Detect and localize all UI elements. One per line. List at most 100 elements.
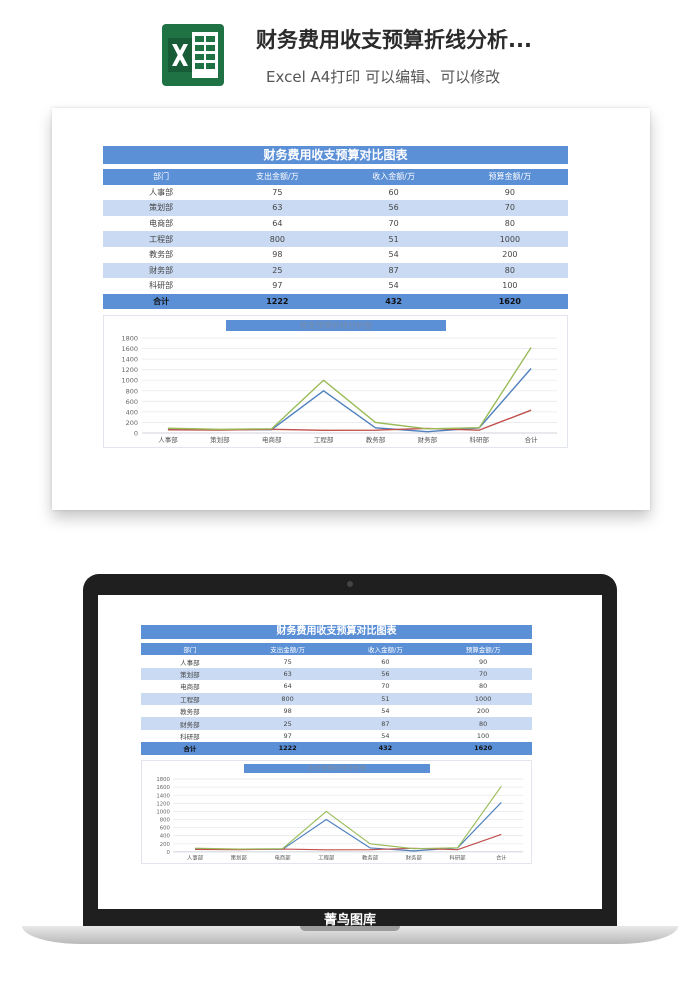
y-tick-label: 1400 [156, 793, 170, 799]
table-cell: 51 [335, 231, 452, 247]
watermark: 菁鸟图库 [323, 913, 376, 928]
table-cell: 90 [434, 655, 532, 668]
table-cell: 97 [238, 729, 337, 743]
series-line-2 [167, 347, 532, 431]
table-cell: 64 [238, 680, 337, 693]
series-line-2 [195, 785, 502, 850]
table-cell: 63 [238, 667, 337, 681]
table-cell: 97 [219, 278, 336, 294]
table-cell: 支出金额/万 [219, 169, 336, 185]
table-cell: 1620 [451, 293, 568, 310]
table-cell: 1620 [434, 742, 532, 755]
table-cell: 收入金额/万 [336, 643, 435, 656]
y-tick-label: 1400 [121, 356, 138, 364]
table-cell: 56 [336, 667, 435, 681]
x-tick-label: 教务部 [362, 853, 379, 861]
chart-svg: 0 200 400 600 800 1000 1200 1400 1600 1800 人事部 策划部 电… [121, 335, 557, 444]
y-tick-label: 600 [126, 398, 138, 406]
table-cell: 科研部 [103, 278, 220, 294]
table-cell: 部门 [141, 643, 239, 656]
table-cell: 98 [238, 704, 337, 718]
table-cell: 70 [434, 667, 532, 681]
table-row: 人事部 75 60 90 [103, 184, 568, 201]
series-line-1 [167, 409, 532, 432]
table-cell: 98 [219, 246, 336, 263]
table-row: 科研部 97 54 100 [103, 278, 568, 294]
table-cell: 87 [336, 717, 435, 730]
y-tick-label: 200 [160, 841, 171, 847]
table-cell: 54 [336, 704, 435, 718]
y-tick-label: 200 [126, 419, 138, 427]
table-cell: 100 [434, 729, 532, 743]
table-row: 教务部 98 54 200 [103, 246, 568, 263]
table-cell: 800 [238, 692, 337, 705]
table-cell: 80 [434, 680, 532, 693]
y-tick-label: 400 [126, 409, 138, 417]
table-row: 工程部 800 51 1000 [141, 692, 532, 705]
table-cell: 教务部 [103, 246, 220, 263]
table-row: 电商部 64 70 80 [141, 680, 532, 693]
x-tick-label: 人事部 [158, 435, 178, 444]
table-cell: 60 [336, 655, 435, 668]
table-cell: 200 [451, 246, 568, 263]
table-cell: 80 [434, 717, 532, 730]
table-cell: 200 [434, 704, 532, 718]
table-row: 策划部 63 56 70 [103, 200, 568, 216]
y-tick-label: 400 [160, 833, 171, 839]
table-cell: 25 [219, 262, 336, 279]
laptop-base [22, 926, 678, 944]
y-tick-label: 1600 [156, 785, 170, 791]
line-chart: 收支预算折线分析图 0 200 400 600 800 1000 1200 1400 1600 1… [103, 315, 568, 449]
y-tick-label: 1000 [121, 377, 138, 385]
table-row: 工程部 800 51 1000 [103, 231, 568, 247]
y-tick-label: 800 [126, 388, 138, 396]
table-cell: 1222 [219, 293, 336, 310]
table-cell: 75 [219, 184, 336, 201]
table-cell: 25 [238, 717, 337, 730]
table-cell: 收入金额/万 [335, 169, 452, 185]
page-title: 财务费用收支预算折线分析... [256, 28, 532, 52]
table-row: 教务部 98 54 200 [141, 704, 532, 718]
table-cell: 60 [335, 184, 452, 201]
table-total-row: 合计 1222 432 1620 [103, 293, 568, 310]
table-title: 财务费用收支预算对比图表 [103, 146, 568, 164]
x-tick-label: 电商部 [275, 853, 292, 861]
table-cell: 预算金额/万 [451, 169, 568, 185]
line-chart: 收支预算折线分析图 0 200 400 600 800 1000 1200 1400 1600 1… [141, 759, 532, 864]
y-tick-label: 800 [160, 817, 171, 823]
y-tick-label: 1800 [156, 777, 170, 783]
x-tick-label: 合计 [525, 435, 539, 444]
x-tick-label: 财务部 [418, 435, 438, 444]
excel-icon [162, 24, 224, 86]
x-tick-label: 科研部 [469, 435, 489, 444]
table-cell: 预算金额/万 [434, 643, 532, 656]
table-row: 财务部 25 87 80 [103, 262, 568, 279]
table-cell: 部门 [103, 169, 220, 185]
y-tick-label: 1000 [156, 809, 170, 815]
table-cell: 70 [335, 215, 452, 232]
x-tick-label: 人事部 [187, 853, 204, 861]
table-cell: 财务部 [141, 717, 239, 730]
table-cell: 工程部 [103, 231, 220, 247]
budget-table: 部门 支出金额/万 收入金额/万 预算金额/万 人事部 75 60 90 策划部 63 56 70 电商… [141, 643, 532, 755]
chart-title: 收支预算折线分析图 [244, 763, 430, 773]
table-cell: 合计 [141, 742, 239, 755]
table-row: 财务部 25 87 80 [141, 717, 532, 730]
table-cell: 54 [335, 246, 452, 263]
table-cell: 1222 [238, 742, 337, 755]
table-cell: 1000 [451, 231, 568, 247]
table-cell: 75 [238, 655, 337, 668]
table-cell: 教务部 [141, 704, 239, 718]
x-tick-label: 财务部 [406, 853, 423, 861]
table-cell: 电商部 [141, 680, 239, 693]
table-cell: 合计 [103, 293, 220, 310]
table-row: 人事部 75 60 90 [141, 655, 532, 668]
x-tick-label: 教务部 [366, 435, 386, 444]
camera-icon [347, 581, 353, 587]
x-tick-label: 策划部 [210, 435, 230, 444]
table-cell: 电商部 [103, 215, 220, 232]
table-cell: 87 [335, 262, 452, 279]
table-cell: 63 [219, 200, 336, 216]
y-tick-label: 1200 [156, 801, 170, 807]
table-cell: 90 [451, 184, 568, 201]
